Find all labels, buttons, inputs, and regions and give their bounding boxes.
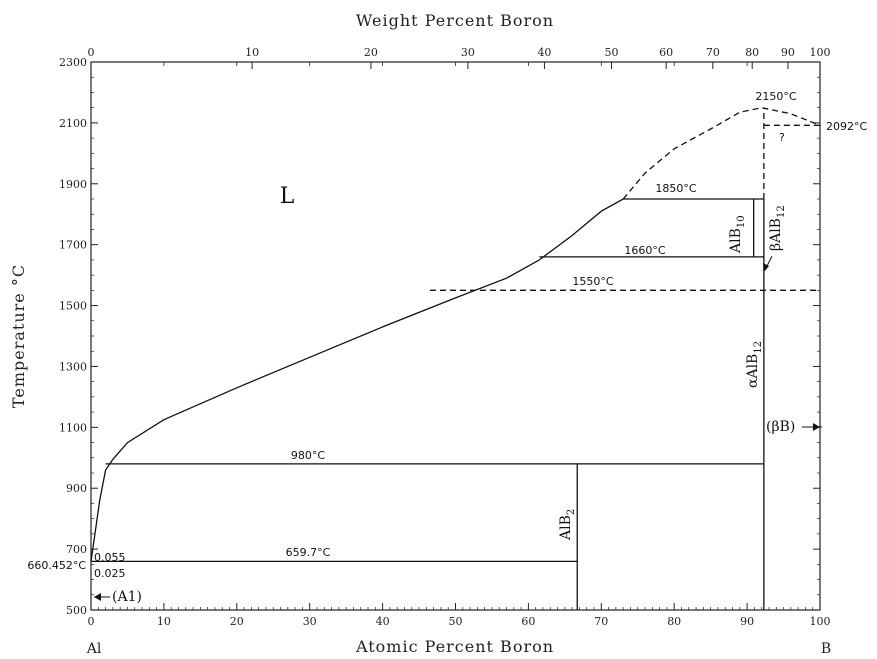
x-tick-label: 20 <box>230 615 244 628</box>
y-tick-label: 1500 <box>59 300 87 313</box>
wt-tick-label: 100 <box>810 46 831 59</box>
y-tick-label: 500 <box>66 604 87 617</box>
liquidus-curve <box>90 259 540 562</box>
alb2-label: AlB2 <box>558 509 577 541</box>
wt-tick-label: 60 <box>659 46 673 59</box>
alpha-alb12-main: αAlB <box>745 354 761 388</box>
beta-alb12-label: βAlB12 <box>768 205 787 251</box>
label-980: 980°C <box>291 449 325 462</box>
wt-tick-label: 80 <box>745 46 759 59</box>
label-0025: 0.025 <box>94 567 126 580</box>
bottom-axis-title: Atomic Percent Boron <box>355 637 554 656</box>
alb10-main: AlB <box>728 228 744 254</box>
beta-alb12-sub: 12 <box>776 205 787 218</box>
alb2-main: AlB <box>558 515 574 541</box>
x-tick-label: 100 <box>810 615 831 628</box>
y-tick-label: 1100 <box>59 421 87 434</box>
beta-alb12-pointer-head <box>763 263 769 272</box>
left-axis-title: Temperature °C <box>9 264 28 408</box>
wt-tick-label: 30 <box>461 46 475 59</box>
y-tick-label: 1900 <box>59 178 87 191</box>
question-mark: ? <box>779 131 785 144</box>
al-phase-label: (A1) <box>112 589 142 605</box>
y-tick-label: 900 <box>66 482 87 495</box>
label-2150: 2150°C <box>755 90 796 103</box>
alb10-sub: 10 <box>736 215 747 228</box>
wt-tick-label: 90 <box>781 46 795 59</box>
label-1550: 1550°C <box>572 275 613 288</box>
beta-alb12-main: βAlB <box>768 218 784 251</box>
label-1850: 1850°C <box>655 182 696 195</box>
x-tick-label: 30 <box>303 615 317 628</box>
y-tick-label: 1700 <box>59 239 87 252</box>
label-659: 659.7°C <box>286 546 331 559</box>
beta-b-label: (βB) <box>766 419 795 435</box>
alb2-sub: 2 <box>566 509 577 515</box>
label-1660: 1660°C <box>624 244 665 257</box>
wt-tick-label: 0 <box>88 46 95 59</box>
curve-group <box>90 107 821 610</box>
x-tick-label: 90 <box>740 615 754 628</box>
x-tick-label: 60 <box>521 615 535 628</box>
beta-b-arrow-head <box>813 423 820 431</box>
al-arrow-head <box>94 593 101 601</box>
wt-tick-label: 20 <box>364 46 378 59</box>
x-tick-label: 80 <box>667 615 681 628</box>
y-tick-label: 700 <box>66 543 87 556</box>
alb10-label: AlB10 <box>728 215 747 254</box>
x-tick-label: 10 <box>157 615 171 628</box>
liquidus-mid-curve <box>538 198 624 261</box>
y-tick-label: 2100 <box>59 117 87 130</box>
plot-frame <box>90 61 821 611</box>
x-tick-label: 50 <box>449 615 463 628</box>
alpha-alb12-label: αAlB12 <box>745 341 764 388</box>
label-660: 660.452°C <box>27 559 86 572</box>
top-axis-title: Weight Percent Boron <box>356 11 554 30</box>
x-tick-label: 0 <box>88 615 95 628</box>
tick-group: 0 10 20 30 40 50 60 70 80 90 100500700900110013001… <box>59 46 831 628</box>
corner-label-al: Al <box>86 641 102 657</box>
wt-tick-label: 50 <box>605 46 619 59</box>
liquid-label: L <box>280 184 295 209</box>
wt-tick-label: 40 <box>537 46 551 59</box>
y-tick-label: 1300 <box>59 360 87 373</box>
alpha-alb12-sub: 12 <box>753 341 764 354</box>
wt-tick-label: 10 <box>245 46 259 59</box>
wt-tick-label: 70 <box>706 46 720 59</box>
label-0055: 0.055 <box>94 551 126 564</box>
label-2092: 2092°C <box>826 120 867 133</box>
x-tick-label: 70 <box>594 615 608 628</box>
x-tick-label: 40 <box>376 615 390 628</box>
liquidus-dashed-curve <box>622 107 821 200</box>
corner-label-b: B <box>821 641 831 657</box>
y-tick-label: 2300 <box>59 56 87 69</box>
